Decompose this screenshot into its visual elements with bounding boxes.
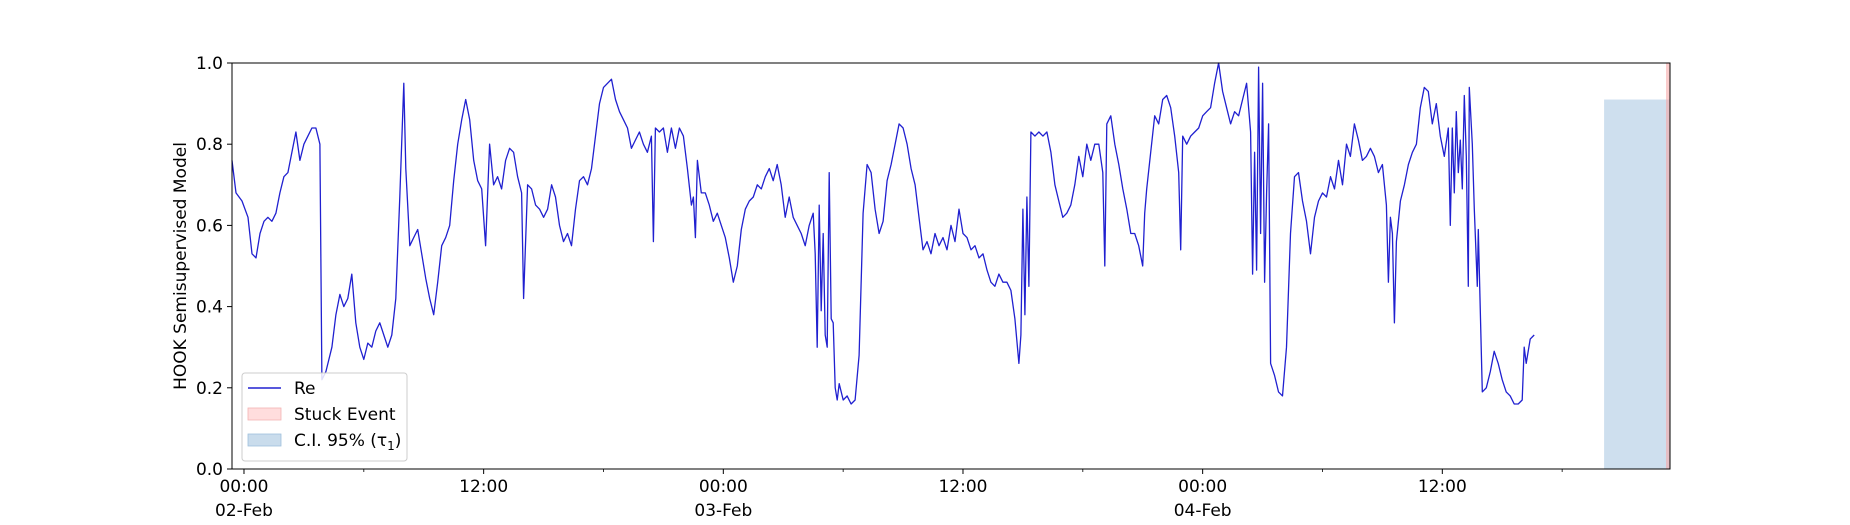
- y-tick-label: 0.8: [196, 135, 223, 155]
- legend-box: [241, 372, 408, 462]
- legend-label-re: Re: [294, 379, 316, 399]
- series-line-re: [231, 62, 1535, 405]
- y-tick-label: 0.6: [196, 216, 223, 236]
- x-tick-label: 00:00: [699, 477, 748, 497]
- x-tick-label: 03-Feb: [694, 501, 752, 521]
- legend-label-stuck: Stuck Event: [294, 405, 396, 425]
- x-tick-label: 12:00: [1418, 477, 1467, 497]
- series-layer: [231, 62, 1535, 405]
- y-tick-label: 0.2: [196, 379, 223, 399]
- legend: Re Stuck Event C.I. 95% (τ1): [241, 372, 408, 462]
- plot-frame: [231, 62, 1671, 470]
- y-axis-label: HOOK Semisupervised Model: [171, 142, 191, 390]
- y-tick-label: 1.0: [196, 54, 223, 74]
- x-tick-label: 12:00: [459, 477, 508, 497]
- stuck-event-band: [1666, 63, 1670, 469]
- shaded-regions: [1604, 63, 1670, 469]
- legend-swatch-ci: [247, 433, 282, 447]
- ci-band: [1604, 99, 1670, 469]
- y-tick-label: 0.4: [196, 298, 223, 318]
- y-tick-label: 0.0: [196, 460, 223, 480]
- x-tick-label: 04-Feb: [1174, 501, 1232, 521]
- legend-swatch-stuck: [247, 407, 282, 421]
- x-tick-label: 00:00: [219, 477, 268, 497]
- x-tick-label: 00:00: [1178, 477, 1227, 497]
- axes: 0.0 0.2 0.4 0.6 0.8 1.0 HOOK Semisupervised Mo…: [171, 54, 1671, 521]
- legend-label-ci: C.I. 95% (τ1): [294, 431, 401, 453]
- x-tick-label: 02-Feb: [215, 501, 273, 521]
- x-tick-label: 12:00: [938, 477, 987, 497]
